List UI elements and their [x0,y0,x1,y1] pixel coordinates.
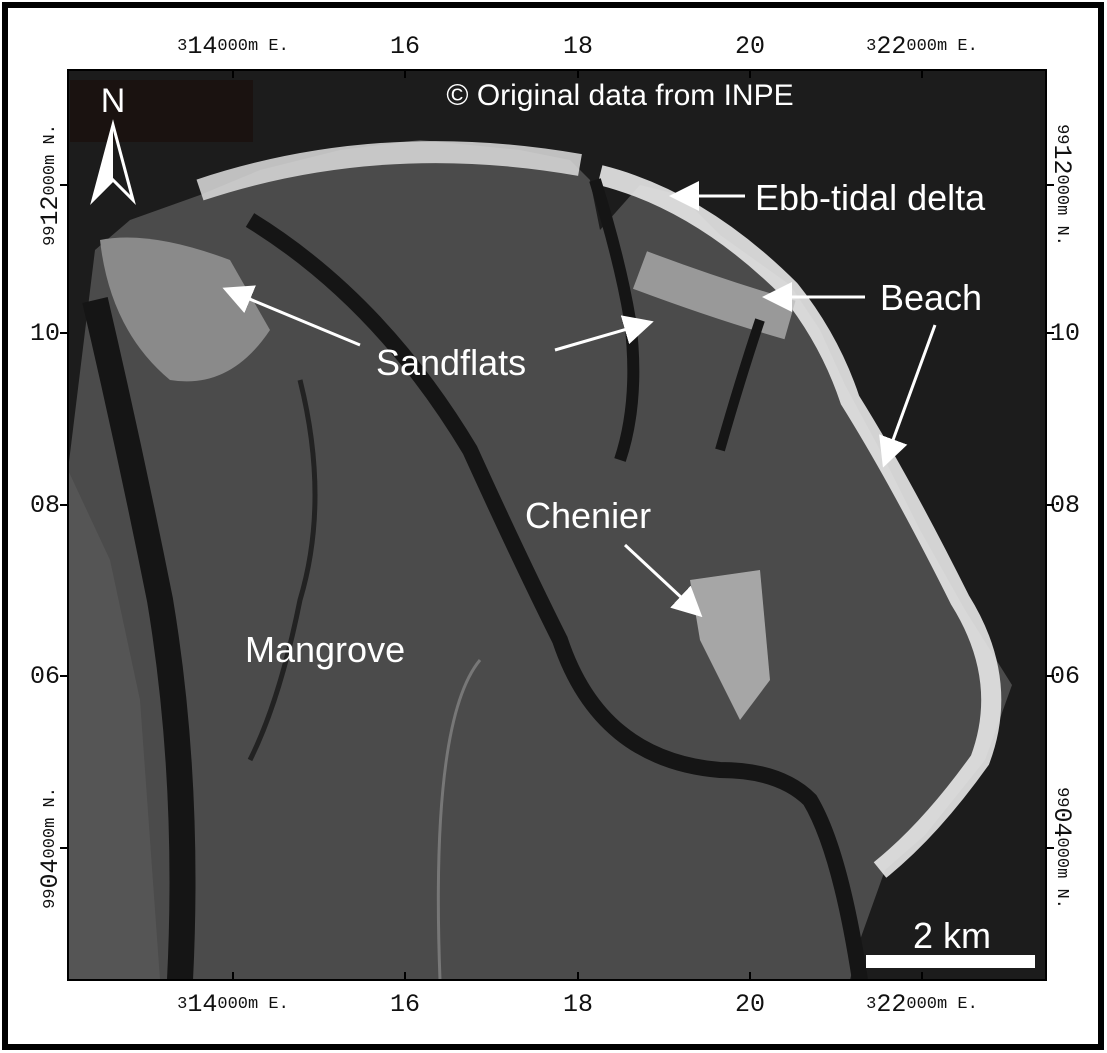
coordinate-major: 08 [1050,491,1080,520]
credit: © Original data from INPE [446,79,793,112]
coordinate-label: 18 [563,32,593,61]
coordinate-suffix: 000m N. [41,124,60,195]
coordinate-prefix: 99 [1052,124,1071,144]
coordinate-prefix: 99 [1052,787,1071,807]
coordinate-label: 16 [390,990,420,1019]
coordinate-major: 04 [1047,807,1076,837]
annotation: Sandflats [376,342,526,383]
coordinate-major: 12 [1047,144,1076,174]
coordinate-suffix: 000m E. [906,995,977,1014]
coordinate-label: 06 [1050,662,1080,691]
coordinate-major: 18 [563,990,593,1019]
coordinate-label: 08 [1050,491,1080,520]
coordinate-label: 20 [735,990,765,1019]
coordinate-suffix: 000m E. [906,37,977,56]
coordinate-major: 22 [876,990,906,1019]
coordinate-major: 08 [30,491,60,520]
coordinate-major: 14 [187,32,217,61]
coordinate-major: 10 [1050,319,1080,348]
annotation: Beach [880,277,982,318]
coordinate-prefix: 3 [866,37,876,56]
coordinate-label: 08 [30,491,60,520]
coordinate-label: 20 [735,32,765,61]
annotation: Ebb-tidal delta [755,177,986,218]
coordinate-suffix: 000m N. [1052,175,1071,246]
map-figure: N © Original data from INPE 2 km Ebb-tid… [0,0,1107,1053]
coordinate-major: 22 [876,32,906,61]
coordinate-prefix: 3 [866,995,876,1014]
annotation: Mangrove [245,629,405,670]
annotation: Chenier [525,495,651,536]
coordinate-prefix: 99 [41,889,60,909]
coordinate-major: 16 [390,990,420,1019]
coordinate-label: 10 [30,319,60,348]
coordinate-label: 16 [390,32,420,61]
coordinate-prefix: 99 [41,226,60,246]
coordinate-major: 06 [30,662,60,691]
coordinate-major: 20 [735,32,765,61]
coordinate-suffix: 000m E. [217,995,288,1014]
coordinate-major: 14 [187,990,217,1019]
coordinate-major: 20 [735,990,765,1019]
coordinate-major: 04 [36,859,65,889]
coordinate-major: 12 [36,196,65,226]
coordinate-major: 18 [563,32,593,61]
coordinate-major: 10 [30,319,60,348]
scale-label: 2 km [913,915,991,956]
coordinate-major: 06 [1050,662,1080,691]
coordinate-suffix: 000m N. [41,787,60,858]
north-label: N [101,82,126,120]
coordinate-prefix: 3 [177,995,187,1014]
coordinate-major: 16 [390,32,420,61]
coordinate-label: 10 [1050,319,1080,348]
coordinate-suffix: 000m E. [217,37,288,56]
coordinate-label: 06 [30,662,60,691]
coordinate-prefix: 3 [177,37,187,56]
coordinate-label: 18 [563,990,593,1019]
coordinate-suffix: 000m N. [1052,838,1071,909]
